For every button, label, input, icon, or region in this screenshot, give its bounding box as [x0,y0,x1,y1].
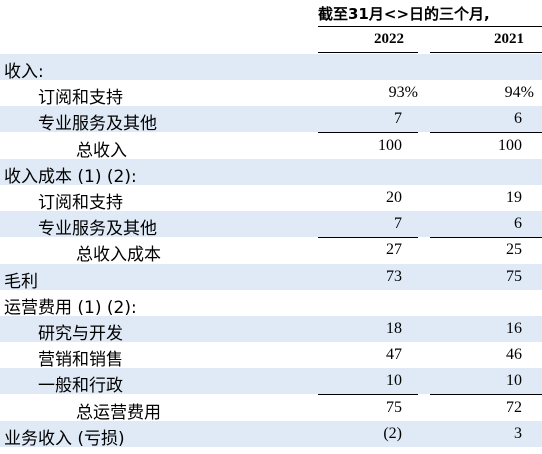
subtotal-rule [430,236,542,238]
row-label: 营销和销售 [38,350,123,371]
header-rule [318,26,542,27]
value-2022: 10 [386,372,402,390]
table-row: 毛利 73 75 [0,263,542,292]
value-2021: 16 [506,320,522,337]
value-2021: 75 [506,267,522,285]
table-row: 运营费用 (1) (2): [0,290,542,318]
table-row: 总收入成本 27 25 [0,237,542,266]
subtotal-rule [318,394,418,396]
value-2021: 6 [514,215,522,233]
value-2022: 47 [386,346,402,364]
year-rule-2021 [430,52,542,53]
row-label: 运营费用 (1) (2): [4,297,137,318]
year-rule-2022 [318,52,418,53]
value-2022: 7 [394,110,402,128]
period-header: 截至31月<>日的三个月, [318,5,490,23]
subtotal-rule [318,132,418,134]
table-row: 营销和销售 47 46 [0,342,542,371]
row-label: 专业服务及其他 [38,219,157,240]
row-label: 毛利 [4,271,38,292]
value-2021: 46 [506,346,522,364]
row-label: 订阅和支持 [38,193,123,213]
subtotal-rule [430,394,542,396]
value-2022: 100 [378,136,402,154]
row-label: 总收入 [76,140,127,161]
row-label: 总运营费用 [76,402,161,423]
row-label: 收入: [4,62,44,82]
row-label: 专业服务及其他 [38,114,157,135]
row-label: 订阅和支持 [38,88,123,109]
subtotal-rule [430,132,542,134]
value-2022: 18 [386,320,402,337]
value-2022: (2) [383,424,402,442]
value-2022: 75 [386,398,402,416]
table-row: 专业服务及其他 7 6 [0,211,542,240]
table-row: 订阅和支持 20 19 [0,185,542,213]
value-2021: 25 [506,241,522,259]
table-row: 总收入 100 100 [0,133,542,161]
row-label: 一般和行政 [38,376,123,397]
table-row: 业务收入 (亏损) (2) 3 [0,420,542,449]
table-row: 收入成本 (1) (2): [0,158,542,187]
table-row: 收入: [0,54,542,82]
table-row: 研究与开发 18 16 [0,316,542,344]
value-2022: 20 [386,189,402,206]
value-2022: 73 [386,267,402,285]
row-label: 研究与开发 [38,324,123,344]
value-2021: 72 [506,398,522,416]
value-2021: 6 [514,110,522,128]
table-row: 专业服务及其他 7 6 [0,106,542,135]
value-2021: 100 [498,136,522,154]
row-label: 收入成本 (1) (2): [4,166,137,187]
value-2022: 7 [394,215,402,233]
table-row: 订阅和支持 93% 94% [0,80,542,109]
value-2021: 19 [506,189,522,206]
year-2021: 2021 [494,31,524,47]
year-2022: 2022 [374,31,404,47]
row-label: 业务收入 (亏损) [4,428,125,449]
value-2021: 94% [504,84,534,102]
table-row: 总运营费用 75 72 [0,395,542,423]
value-2022: 93% [388,84,418,102]
row-label: 总收入成本 [76,245,161,266]
value-2021: 10 [506,372,522,390]
value-2022: 27 [386,241,402,259]
subtotal-rule [318,236,418,238]
table-row: 一般和行政 10 10 [0,368,542,397]
value-2021: 3 [514,424,522,442]
